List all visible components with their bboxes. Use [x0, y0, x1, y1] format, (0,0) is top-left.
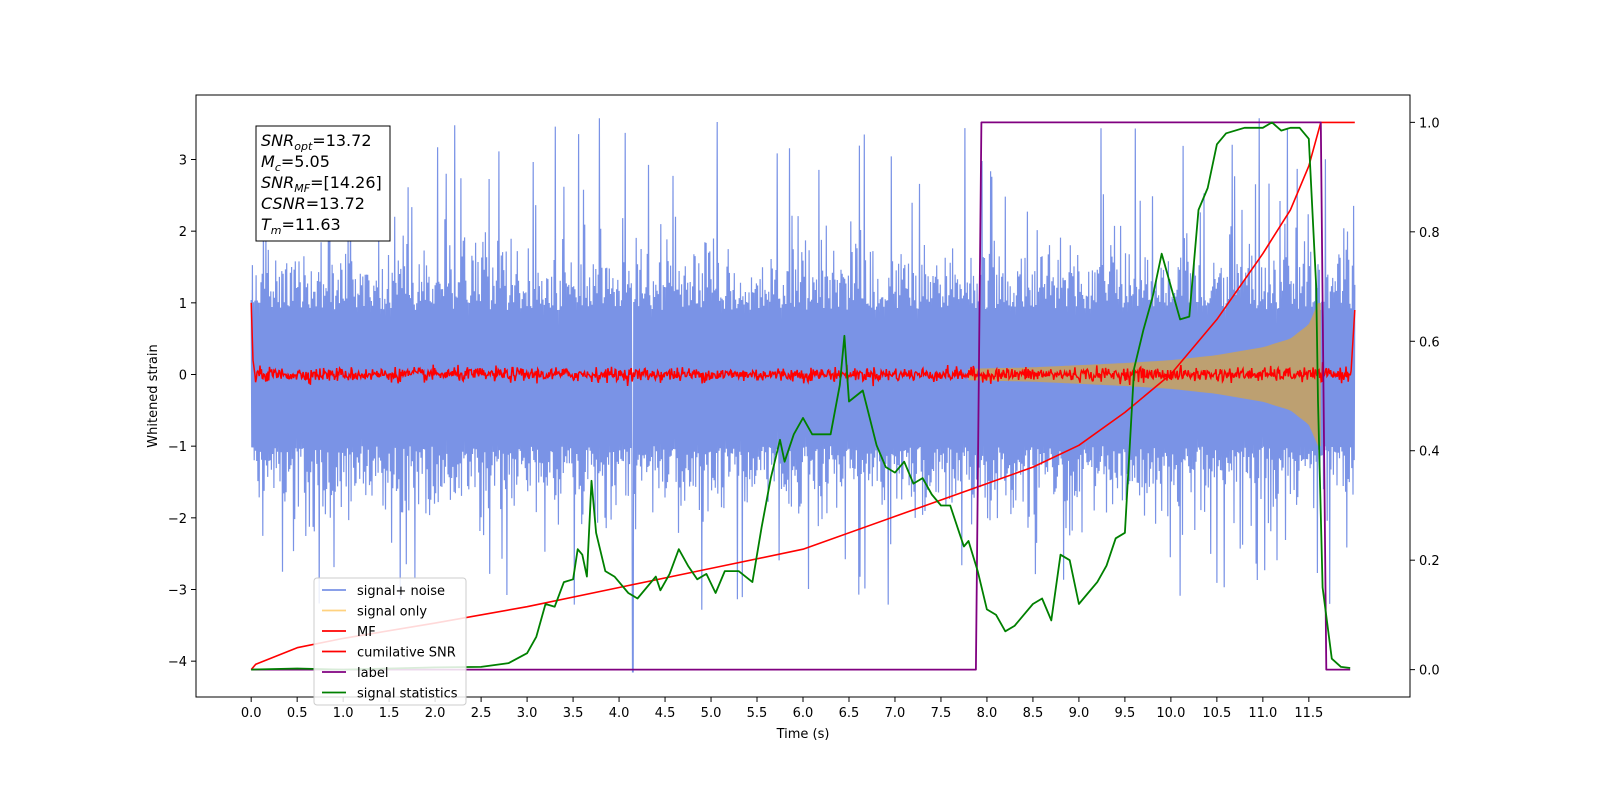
x-tick-label: 3.0 [517, 706, 538, 721]
x-tick-label: 3.5 [563, 706, 584, 721]
x-tick-label: 5.5 [747, 706, 768, 721]
annotation-line: Tm=11.63 [261, 215, 341, 237]
y-left-tick-label: −2 [168, 512, 187, 527]
y-left-tick-label: 1 [179, 297, 187, 312]
x-tick-label: 7.0 [885, 706, 906, 721]
x-axis: 0.0 0.5 1.0 1.5 2.0 2.5 3.0 3.5 4.0 4.5 5.0 5.5 6.0 6… [241, 697, 1323, 721]
legend-entry: signal+ noise [322, 584, 445, 599]
y-right-tick-label: 0.6 [1419, 335, 1440, 350]
legend-frame [313, 577, 467, 706]
legend-label: MF [357, 625, 376, 640]
y-left-tick-label: 0 [179, 369, 187, 384]
y-right-tick-label: 0.0 [1419, 664, 1440, 679]
x-tick-label: 8.0 [977, 706, 998, 721]
y-right-tick-label: 0.4 [1419, 445, 1440, 460]
x-tick-label: 10.5 [1202, 706, 1231, 721]
x-tick-label: 7.5 [931, 706, 952, 721]
x-axis-label: Time (s) [776, 727, 830, 742]
legend-label: cumilative SNR [357, 646, 456, 661]
series-signal-noise [250, 118, 1356, 673]
series-mf [250, 302, 1356, 387]
y-left-tick-label: 2 [179, 225, 187, 240]
x-tick-label: 0.0 [241, 706, 262, 721]
legend-entry: signal statistics [322, 687, 458, 702]
x-tick-label: 4.0 [609, 706, 630, 721]
x-tick-label: 6.0 [793, 706, 814, 721]
x-tick-label: 10.0 [1156, 706, 1185, 721]
legend: signal+ noise signal only MF cumilative SNR… [313, 577, 467, 706]
y-right-tick-label: 0.8 [1419, 226, 1440, 241]
x-tick-label: 1.0 [333, 706, 354, 721]
x-tick-label: 9.5 [1115, 706, 1136, 721]
y-left-tick-label: −1 [168, 440, 187, 455]
legend-label: label [357, 666, 388, 681]
x-tick-label: 1.5 [379, 706, 400, 721]
y-right-tick-label: 0.2 [1419, 554, 1440, 569]
x-tick-label: 0.5 [287, 706, 308, 721]
legend-label: signal statistics [357, 687, 458, 702]
y-axis-label: Whitened strain [146, 344, 161, 447]
x-tick-label: 6.5 [839, 706, 860, 721]
x-tick-label: 11.5 [1294, 706, 1323, 721]
y-left-tick-label: −4 [168, 655, 187, 670]
y-right-tick-label: 1.0 [1419, 116, 1440, 131]
legend-entry: label [322, 666, 388, 681]
x-tick-label: 4.5 [655, 706, 676, 721]
x-tick-label: 9.0 [1069, 706, 1090, 721]
legend-entry: MF [322, 625, 376, 640]
annotation-line: SNRMF=[14.26] [261, 173, 382, 195]
annotation-line: SNRopt=13.72 [261, 131, 372, 153]
annotation-line: Mc=5.05 [261, 152, 330, 174]
annotation-box: SNRopt=13.72Mc=5.05SNRMF=[14.26]CSNR=13.… [255, 125, 391, 242]
series-label [251, 121, 1351, 671]
y-left-tick-label: −3 [168, 584, 187, 599]
y-left-tick-label: 3 [179, 154, 187, 169]
legend-label: signal+ noise [357, 584, 445, 599]
x-tick-label: 2.0 [425, 706, 446, 721]
x-tick-label: 2.5 [471, 706, 492, 721]
x-tick-label: 5.0 [701, 706, 722, 721]
x-tick-label: 8.5 [1023, 706, 1044, 721]
legend-label: signal only [357, 605, 427, 620]
y-axis-left: 3 2 1 0 −1 −2 −3 −4 [168, 154, 196, 670]
legend-entry: cumilative SNR [322, 646, 456, 661]
x-tick-label: 11.0 [1248, 706, 1277, 721]
y-axis-right: 1.0 0.8 0.6 0.4 0.2 0.0 [1410, 116, 1440, 679]
annotation-line: CSNR=13.72 [261, 194, 365, 213]
legend-entry: signal only [322, 605, 427, 620]
series-signal-statistics [251, 121, 1351, 671]
annotation-frame [255, 125, 391, 242]
